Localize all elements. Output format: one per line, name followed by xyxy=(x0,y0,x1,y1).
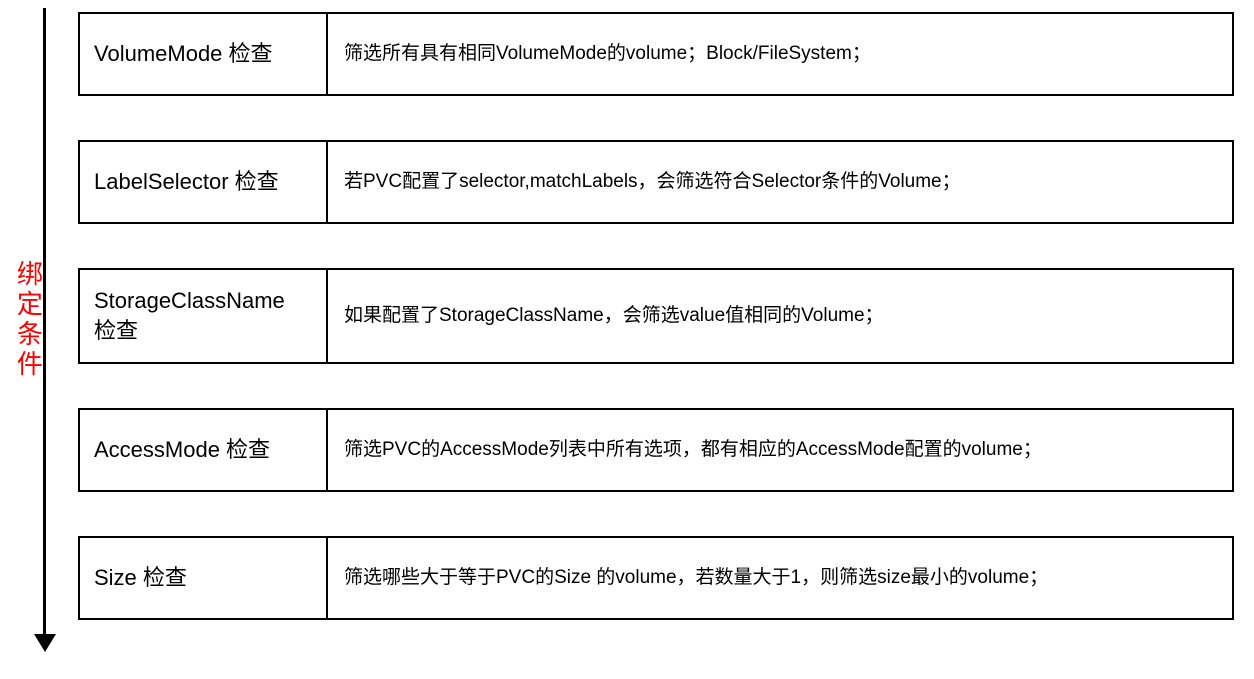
row-label: VolumeMode 检查 xyxy=(80,14,328,94)
table-row: AccessMode 检查 筛选PVC的AccessMode列表中所有选项，都有… xyxy=(78,408,1234,492)
row-label: AccessMode 检查 xyxy=(80,410,328,490)
row-desc: 如果配置了StorageClassName，会筛选value值相同的Volume… xyxy=(328,270,1232,362)
arrow-head-icon xyxy=(34,634,56,652)
arrow-line xyxy=(43,8,46,638)
table-row: Size 检查 筛选哪些大于等于PVC的Size 的volume，若数量大于1，… xyxy=(78,536,1234,620)
row-label: LabelSelector 检查 xyxy=(80,142,328,222)
side-label: 绑定条件 xyxy=(10,260,46,380)
diagram-canvas: 绑定条件 VolumeMode 检查 筛选所有具有相同VolumeMode的vo… xyxy=(0,0,1254,679)
table-row: StorageClassName 检查 如果配置了StorageClassNam… xyxy=(78,268,1234,364)
row-desc: 若PVC配置了selector,matchLabels，会筛选符合Selecto… xyxy=(328,142,1232,222)
row-desc: 筛选PVC的AccessMode列表中所有选项，都有相应的AccessMode配… xyxy=(328,410,1232,490)
row-label: Size 检查 xyxy=(80,538,328,618)
rows-container: VolumeMode 检查 筛选所有具有相同VolumeMode的volume；… xyxy=(78,12,1234,620)
table-row: LabelSelector 检查 若PVC配置了selector,matchLa… xyxy=(78,140,1234,224)
row-desc: 筛选所有具有相同VolumeMode的volume；Block/FileSyst… xyxy=(328,14,1232,94)
row-label: StorageClassName 检查 xyxy=(80,270,328,362)
table-row: VolumeMode 检查 筛选所有具有相同VolumeMode的volume；… xyxy=(78,12,1234,96)
row-desc: 筛选哪些大于等于PVC的Size 的volume，若数量大于1，则筛选size最… xyxy=(328,538,1232,618)
